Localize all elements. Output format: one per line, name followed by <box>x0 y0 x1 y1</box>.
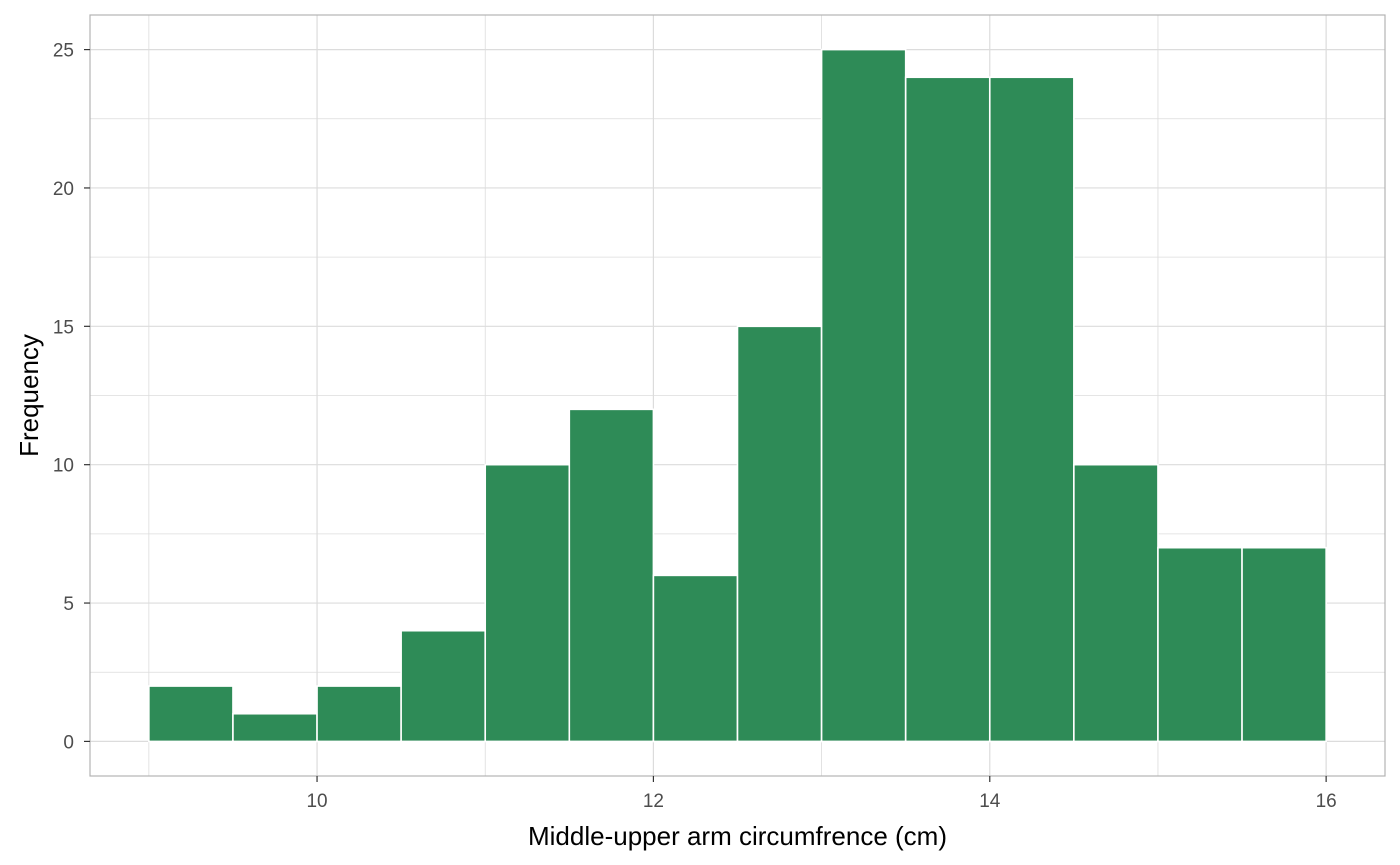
histogram-bar <box>400 629 487 743</box>
histogram-bar <box>1073 463 1159 743</box>
x-axis-ticks: 10 12 14 16 <box>306 776 1337 812</box>
x-axis-title: Middle-upper arm circumfrence (cm) <box>528 821 947 851</box>
histogram-bar <box>1241 546 1327 743</box>
y-tick-label: 5 <box>63 594 74 615</box>
histogram-bar <box>148 685 234 743</box>
y-tick-label: 15 <box>53 317 74 338</box>
histogram-bar <box>484 463 571 743</box>
histogram-bar <box>652 574 739 743</box>
panel-border <box>89 14 1386 777</box>
histogram-bar <box>232 712 318 743</box>
x-tick-label: 10 <box>306 791 327 812</box>
y-axis-title: Frequency <box>14 334 44 457</box>
histogram-bar <box>820 48 907 743</box>
x-tick-label: 12 <box>643 791 664 812</box>
x-tick-label: 16 <box>1316 791 1337 812</box>
y-axis-ticks: 0 5 10 15 20 25 <box>53 41 90 753</box>
histogram-bar <box>988 76 1075 743</box>
histogram-bars <box>148 48 1327 743</box>
y-tick-label: 25 <box>53 41 74 62</box>
y-tick-label: 20 <box>53 179 74 200</box>
histogram-bar <box>1157 546 1243 743</box>
histogram-bar <box>736 325 823 743</box>
y-tick-label: 10 <box>53 456 74 477</box>
histogram-bar <box>316 685 402 743</box>
y-tick-label: 0 <box>63 732 74 753</box>
histogram-bar <box>904 76 991 743</box>
histogram-bar <box>568 408 655 743</box>
x-tick-label: 14 <box>979 791 1001 812</box>
